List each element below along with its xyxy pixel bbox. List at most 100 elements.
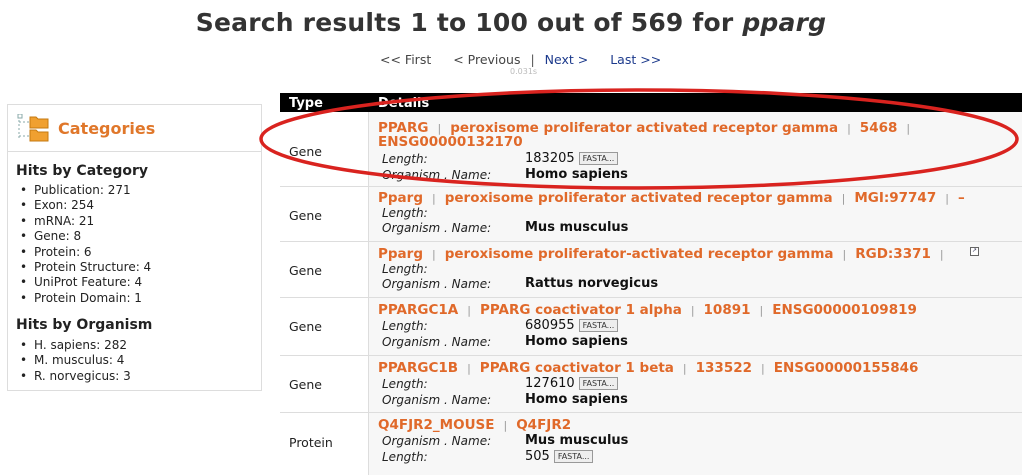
- category-item[interactable]: UniProt Feature: 4: [20, 275, 151, 291]
- symbol-link[interactable]: PPARGC1B: [378, 360, 459, 376]
- categories-header: Categories: [8, 105, 261, 152]
- ensembl-link[interactable]: ENSG00000132170: [378, 134, 523, 150]
- type-cell: Gene: [280, 187, 369, 241]
- field-label: Length:: [382, 206, 428, 220]
- folder-tree-icon: [17, 113, 51, 146]
- name-link[interactable]: peroxisome proliferator activated recept…: [444, 190, 833, 206]
- page-title: Search results 1 to 100 out of 569 for p…: [0, 8, 1022, 37]
- id-link[interactable]: MGI:97747: [854, 190, 937, 206]
- categories-panel: Categories Hits by Category Publication:…: [7, 104, 262, 391]
- id-link[interactable]: 133522: [695, 360, 753, 376]
- result-links: Pparg | peroxisome proliferator activated …: [378, 190, 965, 206]
- result-links: PPARGC1A | PPARG coactivator 1 alpha | 10891…: [378, 302, 917, 318]
- organism-value: Homo sapiens: [525, 392, 628, 407]
- organism-item[interactable]: R. norvegicus: 3: [20, 369, 131, 385]
- organism-list: H. sapiens: 282 M. musculus: 4 R. norveg…: [20, 338, 131, 385]
- table-row: Gene PPARG | peroxisome proliferator activ…: [280, 112, 1022, 187]
- table-row: Gene Pparg | peroxisome proliferator-activ…: [280, 242, 1022, 298]
- table-row: Gene PPARGC1B | PPARG coactivator 1 beta | 1…: [280, 356, 1022, 413]
- table-row: Protein Q4FJR2_MOUSE | Q4FJR2 Organism . N…: [280, 413, 1022, 475]
- title-prefix: Search results 1 to 100 out of 569 for: [195, 8, 743, 37]
- id-link[interactable]: RGD:3371: [855, 246, 931, 262]
- symbol-link[interactable]: Pparg: [378, 190, 423, 206]
- field-label: Organism . Name:: [382, 277, 492, 291]
- field-label: Length:: [382, 152, 428, 166]
- result-links-continued: ENSG00000132170: [378, 134, 523, 150]
- organism-value: Rattus norvegicus: [525, 276, 659, 291]
- details-cell: PPARGC1B | PPARG coactivator 1 beta | 133522…: [369, 356, 1022, 412]
- organism-value: Mus musculus: [525, 220, 629, 235]
- details-cell: Q4FJR2_MOUSE | Q4FJR2 Organism . Name: Mus…: [369, 413, 1022, 475]
- previous-page-link[interactable]: < Previous: [453, 52, 521, 67]
- type-cell: Gene: [280, 112, 369, 186]
- id-link[interactable]: 5468: [859, 120, 898, 136]
- type-cell: Gene: [280, 356, 369, 412]
- field-label: Length:: [382, 262, 428, 276]
- type-label: Gene: [289, 319, 322, 334]
- category-item[interactable]: Exon: 254: [20, 198, 151, 214]
- results-table: Type Details Gene PPARG | peroxisome proli…: [280, 93, 1022, 475]
- details-cell: PPARG | peroxisome proliferator activated …: [369, 112, 1022, 186]
- hits-by-organism-heading: Hits by Organism: [16, 317, 153, 333]
- organism-value: Mus musculus: [525, 433, 629, 448]
- fasta-button[interactable]: FASTA...: [553, 450, 594, 463]
- category-item[interactable]: Gene: 8: [20, 229, 151, 245]
- field-label: Length:: [382, 450, 428, 464]
- organism-item[interactable]: H. sapiens: 282: [20, 338, 131, 354]
- category-item[interactable]: Publication: 271: [20, 183, 151, 199]
- symbol-link[interactable]: Pparg: [378, 246, 423, 262]
- details-cell: Pparg | peroxisome proliferator-activated …: [369, 242, 1022, 297]
- details-cell: Pparg | peroxisome proliferator activated …: [369, 187, 1022, 241]
- id-link[interactable]: 10891: [703, 302, 751, 318]
- details-column-header: Details: [378, 96, 430, 111]
- table-header: Type Details: [280, 93, 1022, 112]
- length-value: 505 FASTA...: [525, 449, 594, 464]
- last-page-link[interactable]: Last >>: [610, 52, 662, 67]
- field-label: Organism . Name:: [382, 168, 492, 182]
- organism-value: Homo sapiens: [525, 334, 628, 349]
- type-label: Gene: [289, 144, 322, 159]
- length-value: 680955 FASTA...: [525, 318, 619, 333]
- type-cell: Gene: [280, 242, 369, 297]
- pagination: << First < Previous | Next > Last >>: [380, 52, 661, 67]
- type-column-header: Type: [289, 96, 323, 111]
- length-value: 127610 FASTA...: [525, 376, 619, 391]
- name-link[interactable]: peroxisome proliferator-activated recept…: [444, 246, 834, 262]
- type-label: Protein: [289, 435, 333, 450]
- table-row: Gene PPARGC1A | PPARG coactivator 1 alpha |…: [280, 298, 1022, 356]
- category-item[interactable]: Protein Structure: 4: [20, 260, 151, 276]
- ensembl-link[interactable]: ENSG00000109819: [772, 302, 917, 318]
- type-label: Gene: [289, 263, 322, 278]
- field-label: Organism . Name:: [382, 434, 492, 448]
- category-item[interactable]: Protein Domain: 1: [20, 291, 151, 307]
- category-item[interactable]: Protein: 6: [20, 245, 151, 261]
- category-item[interactable]: mRNA: 21: [20, 214, 151, 230]
- external-link-icon[interactable]: ↗: [970, 247, 979, 256]
- first-page-link[interactable]: << First: [380, 52, 432, 67]
- result-links: Pparg | peroxisome proliferator-activated …: [378, 246, 944, 262]
- length-value: 183205 FASTA...: [525, 151, 619, 166]
- type-cell: Gene: [280, 298, 369, 355]
- type-cell: Protein: [280, 413, 369, 475]
- fasta-button[interactable]: FASTA...: [578, 377, 619, 390]
- dash-link[interactable]: –: [957, 190, 965, 206]
- fasta-button[interactable]: FASTA...: [578, 319, 619, 332]
- ensembl-link[interactable]: ENSG00000155846: [773, 360, 919, 376]
- entry-link[interactable]: Q4FJR2_MOUSE: [378, 417, 495, 433]
- result-links: Q4FJR2_MOUSE | Q4FJR2: [378, 417, 572, 433]
- table-row: Gene Pparg | peroxisome proliferator activ…: [280, 187, 1022, 242]
- organism-item[interactable]: M. musculus: 4: [20, 353, 131, 369]
- field-label: Organism . Name:: [382, 221, 492, 235]
- symbol-link[interactable]: PPARGC1A: [378, 302, 459, 318]
- name-link[interactable]: PPARG coactivator 1 alpha: [479, 302, 682, 318]
- next-page-link[interactable]: Next >: [544, 52, 589, 67]
- details-cell: PPARGC1A | PPARG coactivator 1 alpha | 10891…: [369, 298, 1022, 355]
- name-link[interactable]: PPARG coactivator 1 beta: [479, 360, 674, 376]
- category-list: Publication: 271 Exon: 254 mRNA: 21 Gene…: [20, 183, 151, 307]
- field-label: Organism . Name:: [382, 335, 492, 349]
- type-label: Gene: [289, 208, 322, 223]
- accession-link[interactable]: Q4FJR2: [516, 417, 572, 433]
- organism-value: Homo sapiens: [525, 167, 628, 182]
- field-label: Length:: [382, 319, 428, 333]
- fasta-button[interactable]: FASTA...: [578, 152, 619, 165]
